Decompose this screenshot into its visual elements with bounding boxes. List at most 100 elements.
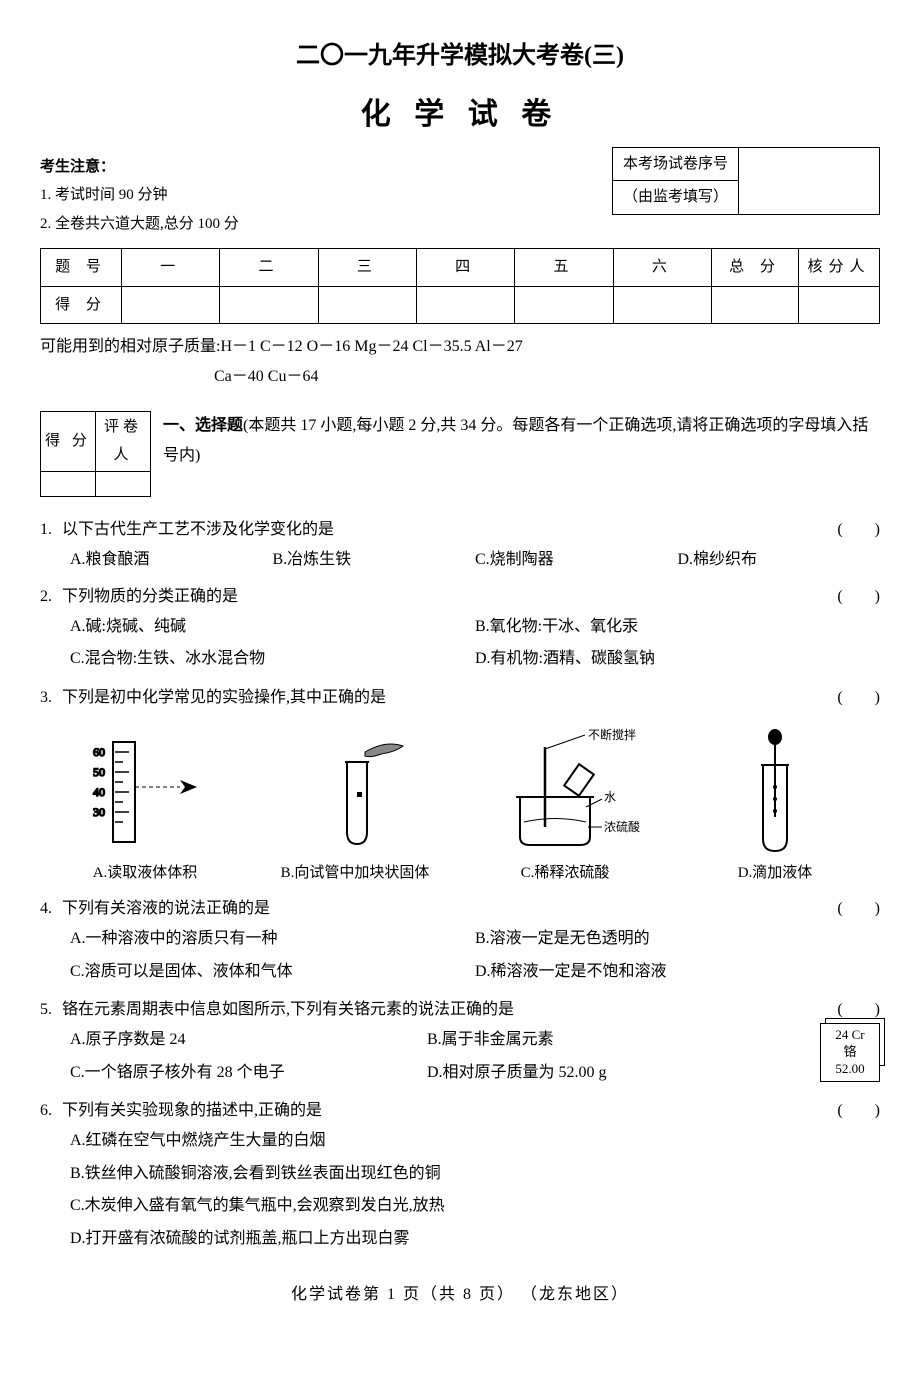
notice-item-1: 1. 考试时间 90 分钟: [40, 181, 239, 210]
q2-opt-a: A.碱:烧碱、纯碱: [70, 612, 475, 642]
dilute-acid-icon: 不断搅拌 水 浓硫酸: [490, 727, 640, 857]
question-5: 5. 铬在元素周期表中信息如图所示,下列有关铬元素的说法正确的是 ( ) A.原…: [40, 995, 880, 1090]
cell-blank: [613, 286, 711, 324]
question-4: 4. 下列有关溶液的说法正确的是 ( ) A.一种溶液中的溶质只有一种 B.溶液…: [40, 894, 880, 989]
q1-opt-b: B.冶炼生铁: [273, 545, 476, 575]
col-header: 五: [515, 249, 613, 287]
grader-box: 得 分 评卷人: [40, 411, 151, 497]
svg-text:浓硫酸: 浓硫酸: [604, 819, 640, 834]
q3-cap-a: A.读取液体体积: [40, 859, 250, 888]
q5-opt-d: D.相对原子质量为 52.00 g: [427, 1058, 784, 1088]
q6-stem: 下列有关实验现象的描述中,正确的是: [62, 1096, 880, 1126]
score-table: 题 号 一 二 三 四 五 六 总 分 核分人 得 分: [40, 248, 880, 324]
page-footer: 化学试卷第 1 页（共 8 页） （龙东地区）: [40, 1280, 880, 1310]
add-solid-to-tube-icon: [295, 732, 415, 852]
cell-blank: [318, 286, 416, 324]
col-header: 四: [416, 249, 514, 287]
notice-item-2: 2. 全卷共六道大题,总分 100 分: [40, 210, 239, 239]
q1-opt-d: D.棉纱织布: [678, 545, 881, 575]
question-3: 3. 下列是初中化学常见的实验操作,其中正确的是 ( ) 60 50 40 30: [40, 683, 880, 888]
exam-series-title: 二〇一九年升学模拟大考卷(三): [40, 34, 880, 80]
q4-opt-d: D.稀溶液一定是不饱和溶液: [475, 957, 880, 987]
svg-text:30: 30: [93, 805, 105, 819]
row-header: 得 分: [41, 286, 122, 324]
header-row: 考生注意： 1. 考试时间 90 分钟 2. 全卷共六道大题,总分 100 分 …: [40, 153, 880, 239]
q3-cap-b: B.向试管中加块状固体: [250, 859, 460, 888]
cell-blank: [799, 286, 880, 324]
graduated-cylinder-icon: 60 50 40 30: [85, 732, 205, 852]
q4-opt-a: A.一种溶液中的溶质只有一种: [70, 924, 475, 954]
answer-paren: ( ): [837, 1096, 880, 1126]
table-row: 得 分: [41, 286, 880, 324]
q4-opt-b: B.溶液一定是无色透明的: [475, 924, 880, 954]
notice-label: 考生注意：: [40, 153, 239, 182]
seq-value-blank: [739, 147, 880, 214]
q5-opt-a: A.原子序数是 24: [70, 1025, 427, 1055]
q4-number: 4.: [40, 894, 62, 924]
exam-sequence-box: 本考场试卷序号 （由监考填写）: [612, 147, 880, 215]
table-row: 题 号 一 二 三 四 五 六 总 分 核分人: [41, 249, 880, 287]
q3-cap-d: D.滴加液体: [670, 859, 880, 888]
q4-opt-c: C.溶质可以是固体、液体和气体: [70, 957, 475, 987]
col-header: 二: [220, 249, 318, 287]
grader-name-blank: [96, 471, 151, 496]
svg-text:水: 水: [604, 790, 616, 804]
q5-opt-c: C.一个铬原子核外有 28 个电子: [70, 1058, 427, 1088]
q3-fig-a: 60 50 40 30 A.读取液体体积: [40, 727, 250, 888]
answer-paren: ( ): [837, 683, 880, 713]
q2-stem: 下列物质的分类正确的是: [62, 582, 880, 612]
q2-opt-d: D.有机物:酒精、碳酸氢钠: [475, 644, 880, 674]
q3-stem: 下列是初中化学常见的实验操作,其中正确的是: [62, 683, 880, 713]
q2-opt-c: C.混合物:生铁、冰水混合物: [70, 644, 475, 674]
question-6: 6. 下列有关实验现象的描述中,正确的是 ( ) A.红磷在空气中燃烧产生大量的…: [40, 1096, 880, 1254]
col-header: 题 号: [41, 249, 122, 287]
col-header: 总 分: [712, 249, 799, 287]
cell-blank: [416, 286, 514, 324]
svg-text:不断搅拌: 不断搅拌: [588, 727, 636, 742]
q3-fig-d: D.滴加液体: [670, 727, 880, 888]
q1-stem: 以下古代生产工艺不涉及化学变化的是: [62, 515, 880, 545]
grader-score-blank: [41, 471, 96, 496]
col-header: 三: [318, 249, 416, 287]
col-header: 核分人: [799, 249, 880, 287]
q5-number: 5.: [40, 995, 62, 1025]
q1-number: 1.: [40, 515, 62, 545]
q6-opt-c: C.木炭伸入盛有氧气的集气瓶中,会观察到发白光,放热: [70, 1191, 880, 1221]
section-1-desc: (本题共 17 小题,每小题 2 分,共 34 分。每题各有一个正确选项,请将正…: [163, 417, 868, 464]
cell-blank: [712, 286, 799, 324]
candidate-notice: 考生注意： 1. 考试时间 90 分钟 2. 全卷共六道大题,总分 100 分: [40, 153, 239, 239]
svg-text:40: 40: [93, 785, 105, 799]
section-1-header: 得 分 评卷人 一、选择题(本题共 17 小题,每小题 2 分,共 34 分。每…: [40, 411, 880, 497]
q3-fig-c: 不断搅拌 水 浓硫酸 C.稀释浓硫酸: [460, 727, 670, 888]
cr-name: 铬: [823, 1044, 877, 1061]
cr-number-symbol: 24 Cr: [823, 1027, 877, 1044]
question-1: 1. 以下古代生产工艺不涉及化学变化的是 ( ) A.粮食酿酒 B.冶炼生铁 C…: [40, 515, 880, 576]
chromium-element-card: 24 Cr 铬 52.00: [820, 1023, 880, 1082]
answer-paren: ( ): [837, 894, 880, 924]
subject-title: 化 学 试 卷: [40, 86, 880, 143]
section-1-title: 一、选择题: [163, 417, 243, 434]
q3-figure-row: 60 50 40 30 A.读取液体体积: [40, 727, 880, 888]
q2-opt-b: B.氧化物:干冰、氧化汞: [475, 612, 880, 642]
col-header: 一: [122, 249, 220, 287]
cell-blank: [122, 286, 220, 324]
answer-paren: ( ): [837, 995, 880, 1025]
atomic-masses: 可能用到的相对原子质量:H－1 C－12 O－16 Mg－24 Cl－35.5 …: [40, 332, 880, 393]
q2-number: 2.: [40, 582, 62, 612]
q3-number: 3.: [40, 683, 62, 713]
q3-fig-b: B.向试管中加块状固体: [250, 727, 460, 888]
seq-label-1: 本考场试卷序号: [612, 147, 738, 181]
q1-opt-a: A.粮食酿酒: [70, 545, 273, 575]
q6-opt-b: B.铁丝伸入硫酸铜溶液,会看到铁丝表面出现红色的铜: [70, 1159, 880, 1189]
col-header: 六: [613, 249, 711, 287]
grader-score-label: 得 分: [41, 411, 96, 471]
question-2: 2. 下列物质的分类正确的是 ( ) A.碱:烧碱、纯碱 B.氧化物:干冰、氧化…: [40, 582, 880, 677]
atomic-line-1: 可能用到的相对原子质量:H－1 C－12 O－16 Mg－24 Cl－35.5 …: [40, 332, 880, 362]
dropper-tube-icon: [735, 727, 815, 857]
cr-mass: 52.00: [823, 1061, 877, 1078]
seq-label-2: （由监考填写）: [612, 181, 738, 215]
q6-opt-a: A.红磷在空气中燃烧产生大量的白烟: [70, 1126, 880, 1156]
atomic-line-2: Ca－40 Cu－64: [214, 362, 880, 392]
answer-paren: ( ): [837, 515, 880, 545]
svg-text:60: 60: [93, 745, 105, 759]
